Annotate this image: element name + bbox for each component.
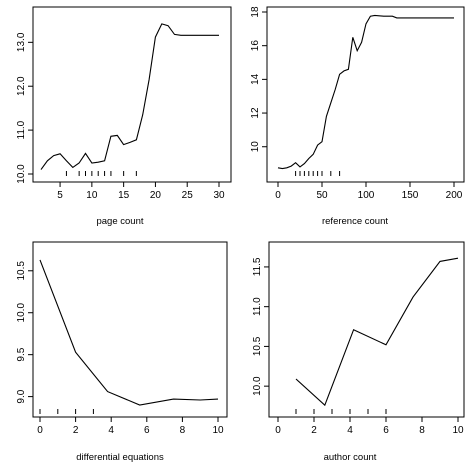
plot-frame xyxy=(32,241,228,418)
y-tick-label: 9.5 xyxy=(16,347,27,361)
y-tick-label: 9.0 xyxy=(16,389,27,403)
y-tick-label: 10.5 xyxy=(252,336,263,356)
x-tick-label: 4 xyxy=(347,425,353,436)
y-tick-label: 10.0 xyxy=(16,303,27,323)
x-tick-label: 30 xyxy=(213,190,225,201)
y-tick-label: 18 xyxy=(250,6,261,18)
chart-panel-1: 5 10 15 20 25 30 10.0 11.0 12.0 13.0 page count xyxy=(16,6,232,227)
x-tick-label: 5 xyxy=(57,190,63,201)
y-tick-label: 10.0 xyxy=(252,376,263,396)
y-tick-label: 12.0 xyxy=(16,76,27,96)
y-tick-label: 14 xyxy=(250,73,261,85)
series-line xyxy=(39,259,219,406)
x-tick-label: 8 xyxy=(180,425,186,436)
series-line xyxy=(295,257,459,407)
x-tick-label: 10 xyxy=(86,190,98,201)
y-tick-label: 11.0 xyxy=(252,297,263,316)
x-axis-label: differential equations xyxy=(76,452,164,463)
chart-panel-2: 0 50 100 150 200 10 12 14 16 18 reference count xyxy=(250,6,465,227)
y-tick-label: 10 xyxy=(250,141,261,153)
series-line xyxy=(277,14,454,170)
y-tick-label: 10.0 xyxy=(16,164,27,184)
x-tick-label: 15 xyxy=(118,190,130,201)
x-tick-label: 6 xyxy=(383,425,389,436)
x-tick-label: 8 xyxy=(419,425,425,436)
plot-frame xyxy=(32,6,232,183)
x-tick-label: 0 xyxy=(275,425,281,436)
x-tick-label: 6 xyxy=(144,425,150,436)
x-tick-label: 0 xyxy=(37,425,43,436)
x-tick-label: 0 xyxy=(275,190,281,201)
x-tick-label: 10 xyxy=(452,425,464,436)
x-tick-label: 20 xyxy=(150,190,162,201)
y-tick-label: 12 xyxy=(250,107,261,119)
chart-panel-3: 0 2 4 6 8 10 9.0 9.5 10.0 10.5 differential equati… xyxy=(16,241,228,463)
x-tick-label: 200 xyxy=(446,190,463,201)
x-tick-label: 2 xyxy=(311,425,317,436)
y-tick-label: 10.5 xyxy=(16,261,27,281)
x-tick-label: 2 xyxy=(73,425,79,436)
y-tick-label: 11.0 xyxy=(16,120,27,139)
plot-frame xyxy=(268,241,465,418)
x-tick-label: 4 xyxy=(108,425,114,436)
y-tick-label: 11.5 xyxy=(252,257,263,276)
x-axis-label: author count xyxy=(324,452,377,463)
x-tick-label: 100 xyxy=(358,190,375,201)
series-line xyxy=(40,23,219,170)
chart-panel-4: 0 2 4 6 8 10 10.0 10.5 11.0 11.5 author count xyxy=(252,241,465,463)
x-tick-label: 25 xyxy=(182,190,194,201)
plot-frame xyxy=(266,6,465,183)
x-tick-label: 10 xyxy=(212,425,224,436)
x-tick-label: 50 xyxy=(316,190,328,201)
y-tick-label: 16 xyxy=(250,40,261,52)
x-axis-label: reference count xyxy=(322,216,388,227)
x-tick-label: 150 xyxy=(402,190,419,201)
x-axis-label: page count xyxy=(96,216,143,227)
y-tick-label: 13.0 xyxy=(16,32,27,52)
